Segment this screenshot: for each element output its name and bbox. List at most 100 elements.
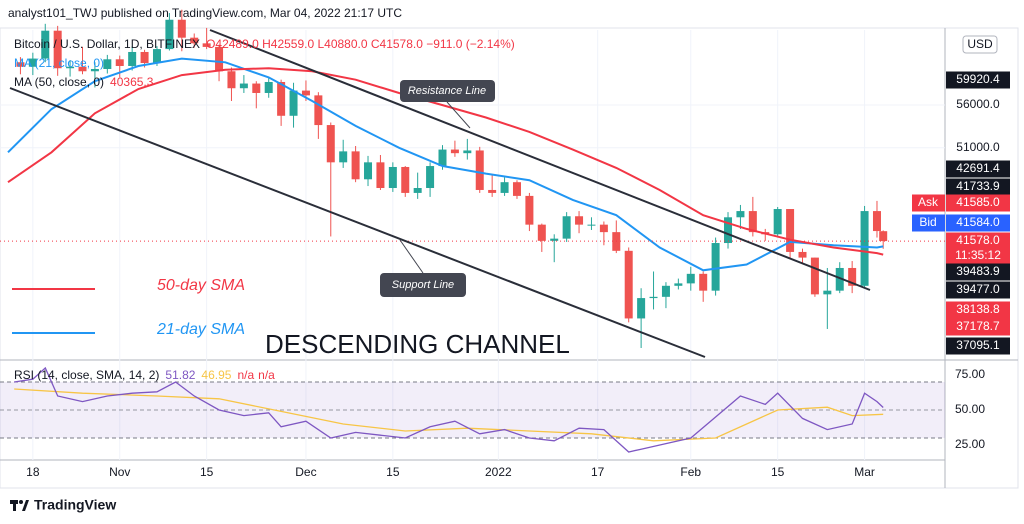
candle-body — [41, 30, 50, 59]
candle-body — [798, 251, 807, 258]
resistance-line — [209, 29, 871, 291]
rsi-na: n/a — [237, 368, 254, 382]
candle-body — [103, 59, 112, 69]
candle-body — [550, 238, 559, 241]
candle-body — [599, 224, 608, 233]
rsi-label: RSI (14, close, SMA, 14, 2) — [14, 368, 159, 382]
frame — [0, 27, 1019, 489]
ma21-legend: MA (21, close, 0) — [14, 56, 104, 70]
currency-box[interactable] — [962, 35, 998, 54]
candle-body — [227, 71, 236, 89]
footer-logo — [10, 500, 29, 511]
candle-body — [500, 182, 509, 193]
price-label: 41585.0 — [956, 195, 1000, 209]
candle-body — [252, 83, 261, 93]
candle-body — [699, 273, 708, 291]
footer-brand: TradingView — [34, 497, 116, 513]
ma50-legend: MA (50, close, 0) 40365.3 — [14, 75, 154, 89]
candle-body — [438, 149, 447, 167]
x-tick-label: Feb — [680, 465, 701, 479]
logo-part — [22, 500, 29, 511]
candle-body — [277, 81, 286, 116]
y-tick-label: 56000.0 — [956, 97, 1000, 111]
candle-body — [525, 195, 534, 225]
logo-part — [19, 500, 23, 504]
candle-body — [388, 166, 397, 189]
candle-body — [364, 162, 373, 180]
candle-body — [264, 81, 273, 93]
rsi-ma-value: 46.95 — [201, 368, 231, 382]
candle-body — [128, 51, 137, 66]
price-label-box — [946, 178, 1010, 196]
price-tag: Ask — [918, 195, 939, 209]
x-tick-label: 15 — [200, 465, 214, 479]
price-label: 41584.0 — [956, 215, 1000, 229]
candle-body — [165, 19, 174, 50]
candle-body — [90, 68, 99, 72]
resistance-pointer — [446, 101, 471, 129]
candle-body — [401, 166, 410, 193]
candle-body — [736, 211, 745, 218]
candle-body — [463, 150, 472, 154]
x-tick-label: Nov — [109, 465, 130, 479]
rsi-na: n/a — [258, 368, 275, 382]
candle-body — [537, 224, 546, 241]
x-tick-label: Dec — [295, 465, 316, 479]
candle-body — [810, 257, 819, 295]
x-tick-label: 17 — [591, 465, 605, 479]
price-label-box — [946, 337, 1010, 355]
price-label: 38138.8 — [956, 302, 1000, 316]
channel-label: DESCENDING CHANNEL — [265, 329, 570, 359]
candle-body — [215, 46, 224, 72]
candle-body — [289, 90, 298, 116]
x-tick-label: 2022 — [485, 465, 512, 479]
rsi-value: 51.82 — [165, 368, 195, 382]
price-label-box — [946, 194, 1010, 212]
candle-body — [351, 151, 360, 180]
candle-body — [413, 188, 422, 193]
candle-body — [426, 166, 435, 189]
rsi-tick-label: 75.00 — [955, 367, 985, 381]
candle-body — [711, 243, 720, 291]
price-label: 39483.9 — [956, 264, 1000, 278]
candle-body — [879, 231, 888, 242]
candle-body — [860, 211, 869, 286]
rsi-line — [14, 366, 884, 453]
price-label-box — [946, 232, 1010, 265]
logo-part — [13, 504, 16, 511]
candle-body — [326, 125, 335, 163]
price-label-box — [946, 263, 1010, 281]
price-label-box — [946, 160, 1010, 178]
candle-body — [339, 151, 348, 163]
candle-body — [140, 51, 149, 64]
candle-body — [202, 43, 211, 47]
price-label: 37178.7 — [956, 319, 1000, 333]
support-line — [9, 87, 706, 358]
candle-body — [823, 290, 832, 295]
rsi-ma-line — [14, 388, 884, 442]
x-tick-label: 15 — [771, 465, 785, 479]
candle-body — [376, 162, 385, 189]
header: analyst101_TWJ published on TradingView.… — [8, 6, 402, 20]
candle-body — [66, 66, 75, 69]
rsi-tick-label: 50.00 — [955, 402, 985, 416]
candle-body — [848, 267, 857, 286]
logo-part — [10, 500, 18, 504]
candle-body — [575, 216, 584, 225]
candle-body — [624, 250, 633, 319]
candle-body — [190, 37, 199, 44]
legend-label: 50-day SMA — [157, 277, 245, 294]
price-label: 39477.0 — [956, 282, 1000, 296]
support-label: Support Line — [392, 279, 454, 291]
candle-body — [649, 296, 658, 299]
currency[interactable]: USD — [967, 37, 993, 51]
candle-body — [674, 283, 683, 286]
symbol-legend: Bitcoin / U.S. Dollar, 1D, BITFINEX O4248… — [14, 37, 515, 51]
candle-body — [115, 59, 124, 66]
candle-body — [53, 30, 62, 69]
rsi-tick-label: 25.00 — [955, 437, 985, 451]
price-label: 37095.1 — [956, 338, 1000, 352]
price-tag-box — [912, 214, 945, 232]
